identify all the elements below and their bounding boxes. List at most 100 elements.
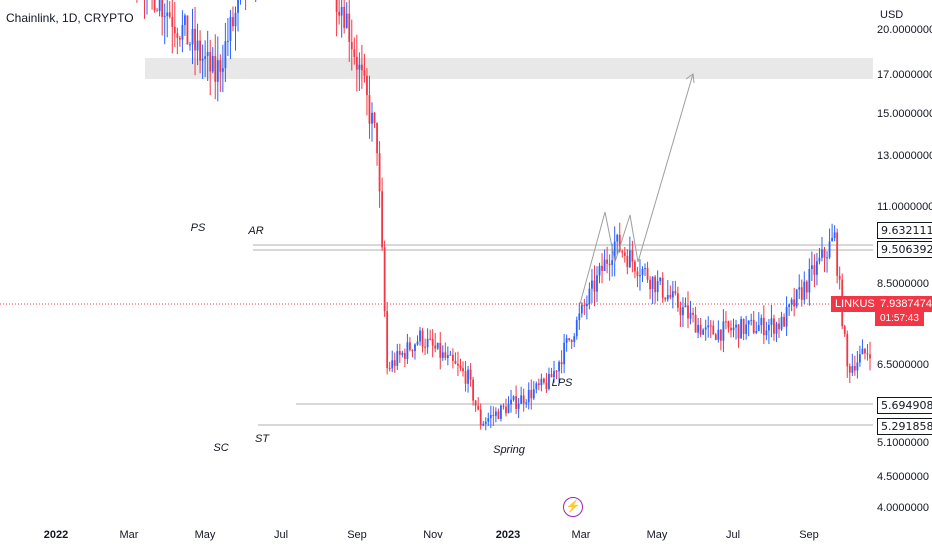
x-tick-label: Mar (119, 529, 139, 541)
candle-body (699, 324, 702, 335)
candle-body (712, 325, 715, 335)
candle-body (775, 323, 778, 334)
lightning-icon[interactable]: ⚡ (563, 497, 583, 517)
candle-body (575, 320, 578, 337)
candle-body (580, 304, 583, 314)
candle-body (593, 280, 596, 292)
candle-body (666, 295, 669, 300)
candle-body (755, 330, 758, 333)
candle-body (464, 371, 467, 384)
candle-body (403, 352, 406, 359)
candle-body (472, 379, 475, 401)
candle-body (535, 383, 538, 390)
candle-body (416, 341, 419, 345)
candle-body (441, 352, 444, 358)
candle-body (553, 370, 555, 378)
candle-body (507, 404, 510, 414)
candle-body (153, 0, 156, 11)
candle-body (621, 251, 624, 253)
candle-body (515, 396, 517, 409)
candle-body (424, 346, 426, 348)
candle-body (717, 329, 720, 340)
x-tick-label: May (194, 529, 216, 541)
candle-body (525, 402, 528, 404)
candle-body (388, 368, 391, 370)
target-zone (145, 58, 873, 79)
projection-path (579, 73, 694, 305)
candle-body (752, 319, 755, 333)
candle-body (591, 280, 593, 289)
candle-body (530, 389, 533, 399)
candle-body (803, 281, 806, 300)
candle-body (204, 56, 207, 59)
candle-body (156, 10, 159, 12)
candle-body (176, 33, 179, 38)
candle-body (487, 418, 490, 422)
candle-body (386, 311, 389, 369)
annotation-ps: PS (190, 222, 206, 234)
candle-body (186, 15, 189, 45)
candle-body (856, 362, 859, 371)
candle-body (626, 255, 629, 268)
candle-body (161, 0, 164, 17)
y-tick-label: 11.0000000 (877, 201, 932, 213)
candle-body (709, 325, 712, 327)
candle-body (664, 297, 667, 300)
candle-body (545, 382, 548, 389)
y-tick-label: 15.0000000 (877, 108, 932, 120)
candle-body (563, 342, 566, 365)
candle-body (859, 354, 861, 363)
candle-body (767, 324, 770, 331)
candle-body (209, 51, 212, 72)
candle-body (740, 318, 742, 339)
candle-body (864, 348, 866, 354)
candle-body (393, 360, 396, 366)
candle-body (391, 360, 394, 369)
candle-body (421, 330, 424, 347)
candle-body (618, 234, 621, 252)
candle-body (616, 234, 619, 242)
candle-body (682, 307, 684, 316)
candle-body (358, 64, 361, 70)
candle-body (773, 318, 775, 334)
candle-body (194, 28, 196, 51)
candle-body (163, 16, 166, 18)
candle-body (585, 303, 588, 307)
price-tag-support-2: 5.2918589 (877, 418, 932, 435)
candle-body (196, 40, 199, 51)
candle-body (462, 368, 464, 372)
candle-body (224, 41, 227, 69)
candle-body (206, 51, 209, 57)
price-tag-resistance-2: 9.5063926 (877, 241, 932, 258)
candle-body (479, 409, 482, 426)
candle-body (543, 378, 545, 383)
y-tick-label: 8.5000000 (877, 278, 929, 290)
candle-body (540, 378, 543, 386)
candle-body (360, 64, 363, 71)
candle-body (793, 299, 796, 307)
candle-body (783, 316, 785, 327)
x-tick-label: Jul (273, 529, 289, 541)
candle-body (646, 268, 649, 280)
candle-body (434, 345, 437, 349)
candle-body (694, 314, 697, 333)
candle-body (692, 312, 694, 315)
y-tick-label: 20.0000000 (877, 24, 932, 36)
candle-body (757, 325, 760, 331)
candle-body (722, 321, 725, 341)
candle-body (431, 338, 434, 346)
candle-body (184, 15, 186, 25)
candle-body (477, 405, 480, 410)
candle-body (411, 349, 414, 352)
candle-body (459, 365, 462, 369)
candle-body (762, 317, 765, 336)
candle-body (818, 257, 821, 262)
candle-body (229, 17, 232, 41)
candle-body (398, 351, 401, 355)
candles (136, 0, 871, 431)
candle-body (821, 249, 823, 258)
candle-body (788, 304, 791, 307)
y-tick-label: 5.1000000 (877, 437, 929, 449)
x-tick-label: Jul (725, 529, 741, 541)
